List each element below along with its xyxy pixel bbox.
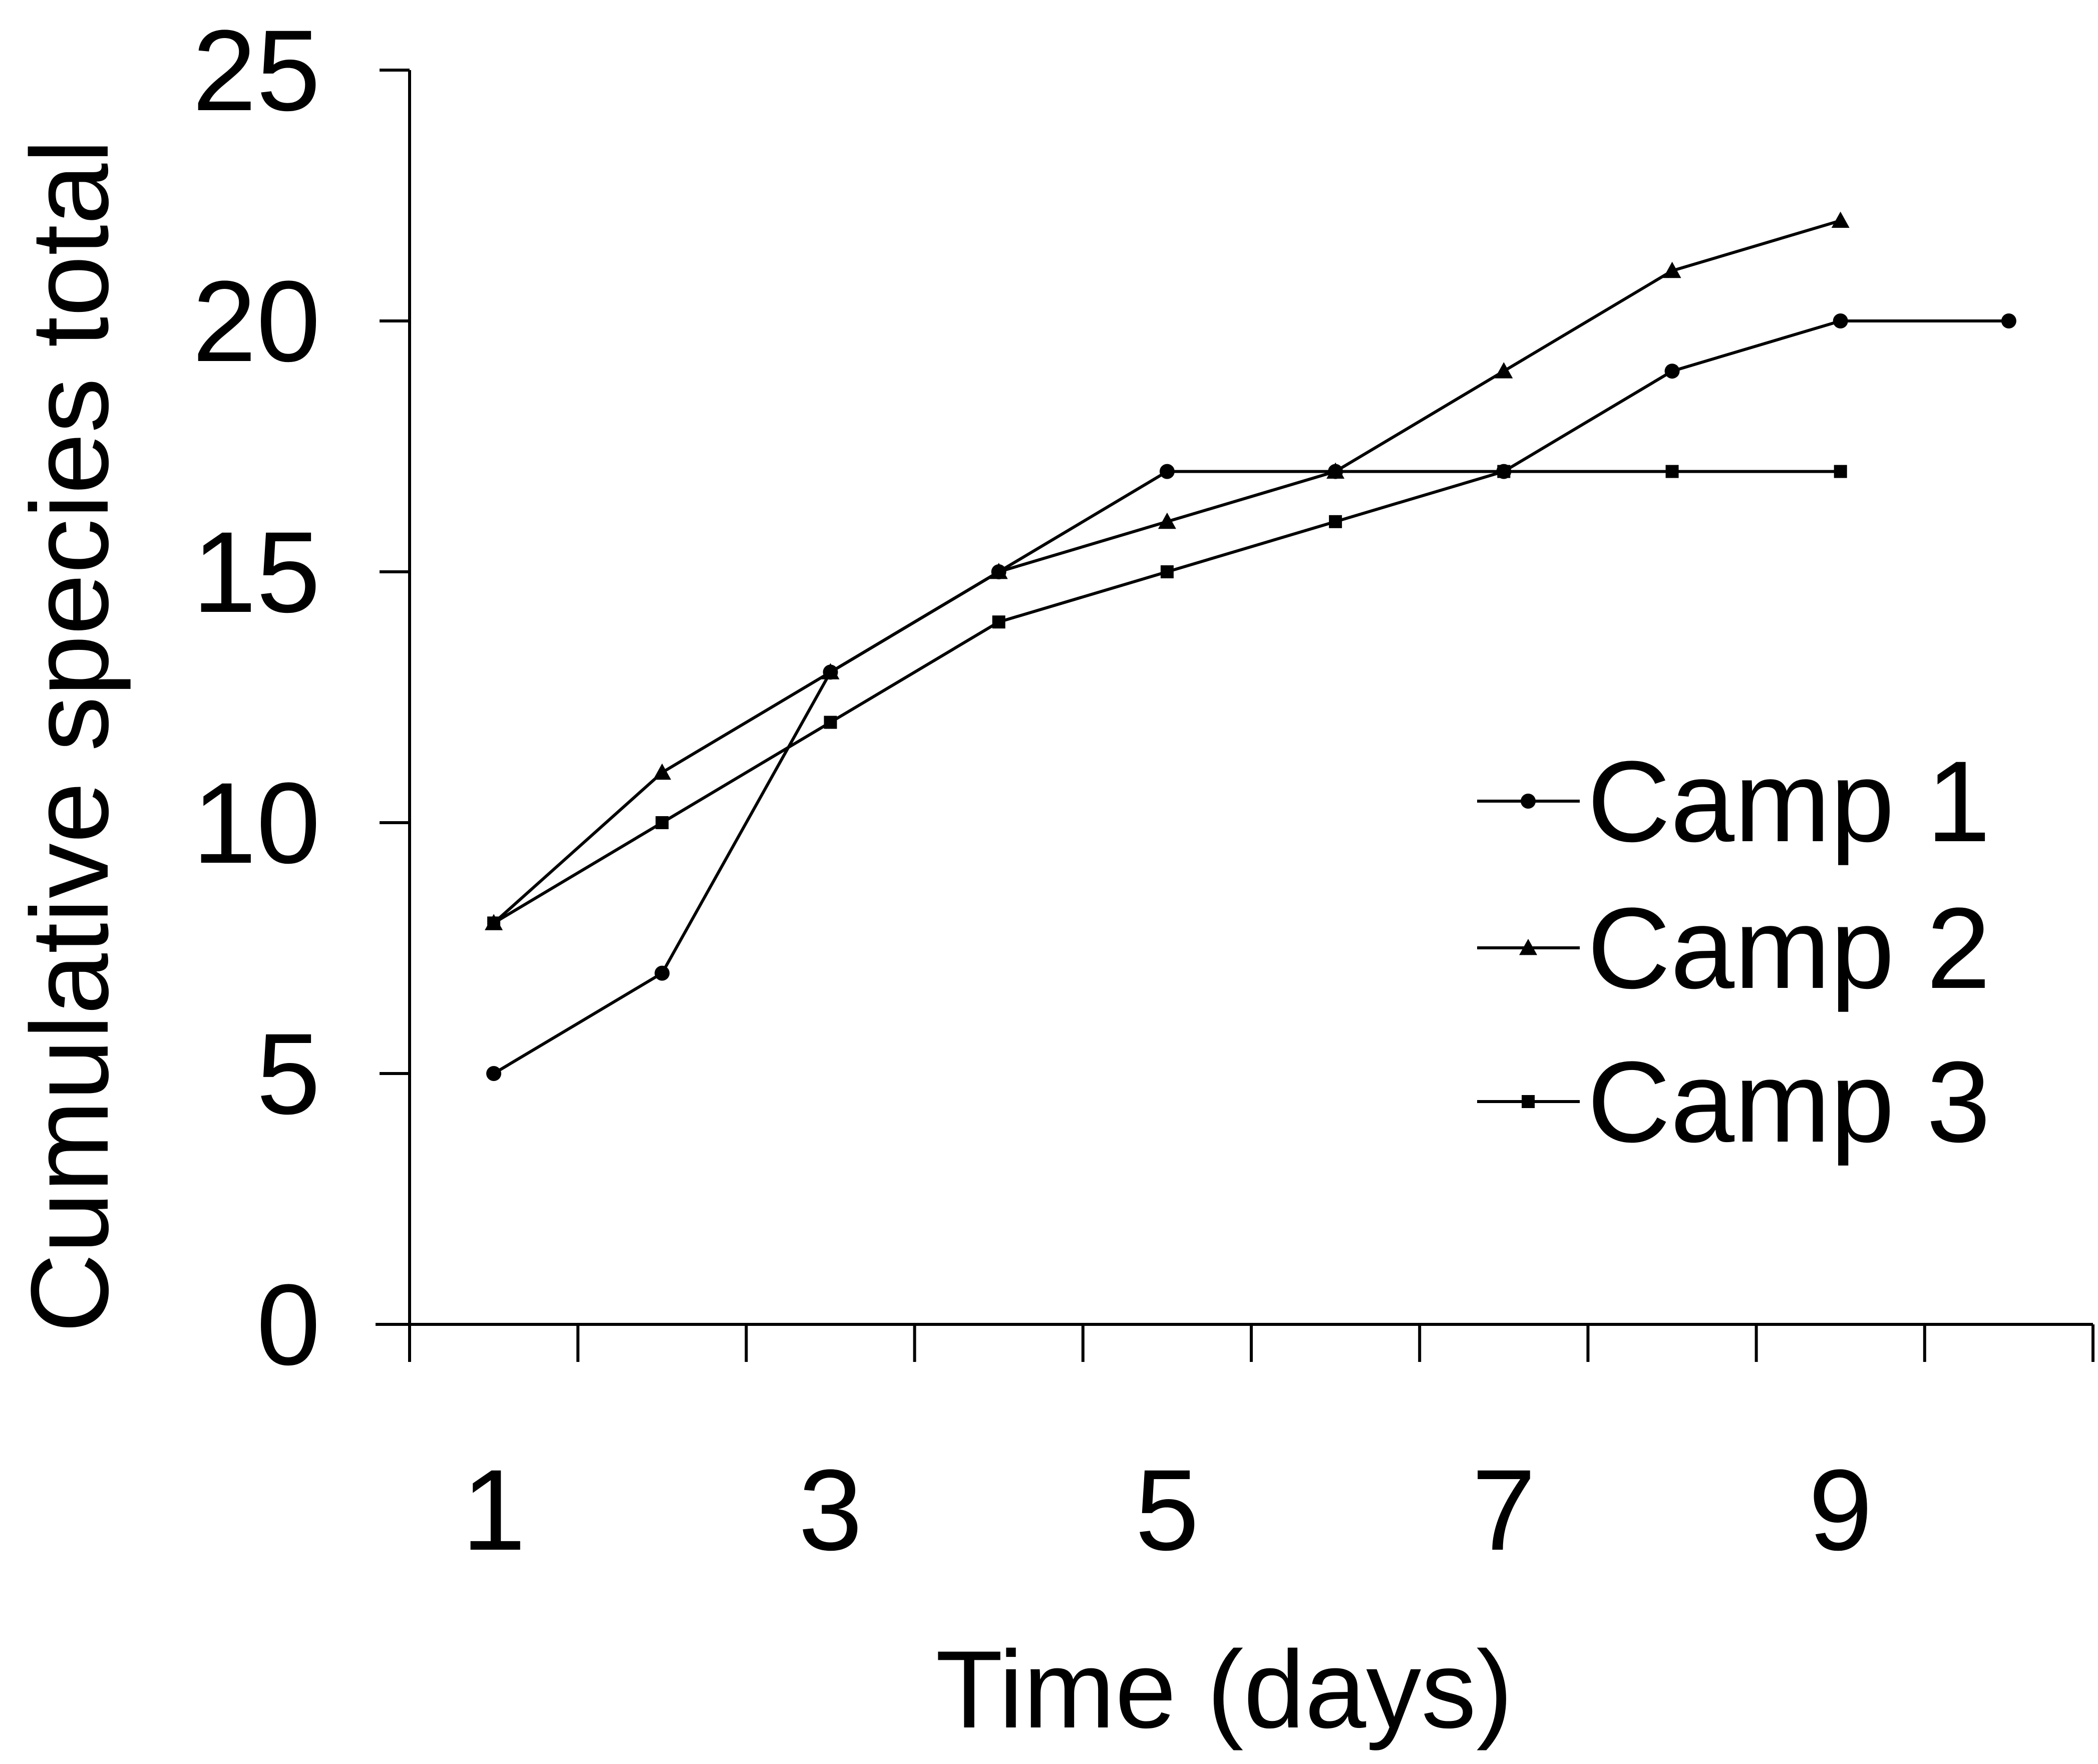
legend-swatch-marker bbox=[1522, 1095, 1535, 1108]
x-tick-label: 7 bbox=[1472, 1446, 1536, 1574]
data-point-camp-1 bbox=[2001, 313, 2016, 328]
x-tick-label: 5 bbox=[1135, 1446, 1199, 1574]
legend-swatch-marker bbox=[1519, 939, 1537, 955]
x-axis-title: Time (days) bbox=[935, 1628, 1513, 1751]
y-tick-label: 5 bbox=[256, 1009, 320, 1138]
legend-swatch-marker bbox=[1521, 794, 1536, 809]
y-axis-title: Cumulative species total bbox=[8, 139, 131, 1333]
series-layer bbox=[485, 211, 2016, 1081]
data-point-camp-3 bbox=[824, 716, 837, 729]
data-point-camp-2 bbox=[1158, 512, 1176, 529]
legend: Camp 1 Camp 2 Camp 3 bbox=[1477, 737, 1990, 1166]
data-point-camp-1 bbox=[1833, 313, 1848, 328]
axes: 0 5 10 15 20 25 1 3 5 7 9 bbox=[192, 6, 2094, 1574]
data-point-camp-3 bbox=[1834, 465, 1847, 478]
data-point-camp-1 bbox=[1159, 464, 1175, 479]
data-point-camp-1 bbox=[654, 965, 670, 981]
data-point-camp-3 bbox=[1665, 465, 1679, 478]
y-tick-label: 20 bbox=[192, 257, 320, 386]
y-tick-label: 0 bbox=[256, 1260, 320, 1389]
legend-label: Camp 3 bbox=[1587, 1037, 1990, 1166]
legend-label: Camp 2 bbox=[1587, 884, 1990, 1012]
data-point-camp-2 bbox=[1663, 261, 1681, 278]
series-camp-3 bbox=[487, 465, 1847, 930]
y-tick-label: 25 bbox=[192, 6, 320, 135]
data-point-camp-3 bbox=[487, 916, 501, 930]
data-point-camp-3 bbox=[655, 816, 669, 829]
y-tick-label: 15 bbox=[192, 508, 320, 636]
x-tick-label: 3 bbox=[799, 1446, 863, 1574]
data-point-camp-2 bbox=[989, 563, 1008, 579]
x-tick-label: 9 bbox=[1809, 1446, 1873, 1574]
data-point-camp-3 bbox=[1329, 515, 1342, 528]
data-point-camp-2 bbox=[653, 763, 671, 780]
data-point-camp-3 bbox=[992, 615, 1005, 629]
data-point-camp-1 bbox=[486, 1066, 502, 1081]
data-point-camp-2 bbox=[1326, 462, 1345, 479]
data-point-camp-3 bbox=[1160, 565, 1174, 578]
legend-item-camp-3: Camp 3 bbox=[1477, 1037, 1990, 1166]
legend-item-camp-1: Camp 1 bbox=[1477, 737, 1990, 866]
data-point-camp-3 bbox=[1497, 465, 1511, 478]
data-point-camp-1 bbox=[1664, 364, 1680, 379]
legend-item-camp-2: Camp 2 bbox=[1477, 884, 1990, 1012]
x-tick-label: 1 bbox=[462, 1446, 526, 1574]
data-point-camp-2 bbox=[821, 663, 840, 679]
y-tick-label: 10 bbox=[192, 759, 320, 887]
data-point-camp-2 bbox=[1495, 362, 1513, 379]
legend-label: Camp 1 bbox=[1587, 737, 1990, 866]
series-line-camp-1 bbox=[493, 319, 2009, 1075]
data-point-camp-2 bbox=[1831, 211, 1850, 228]
